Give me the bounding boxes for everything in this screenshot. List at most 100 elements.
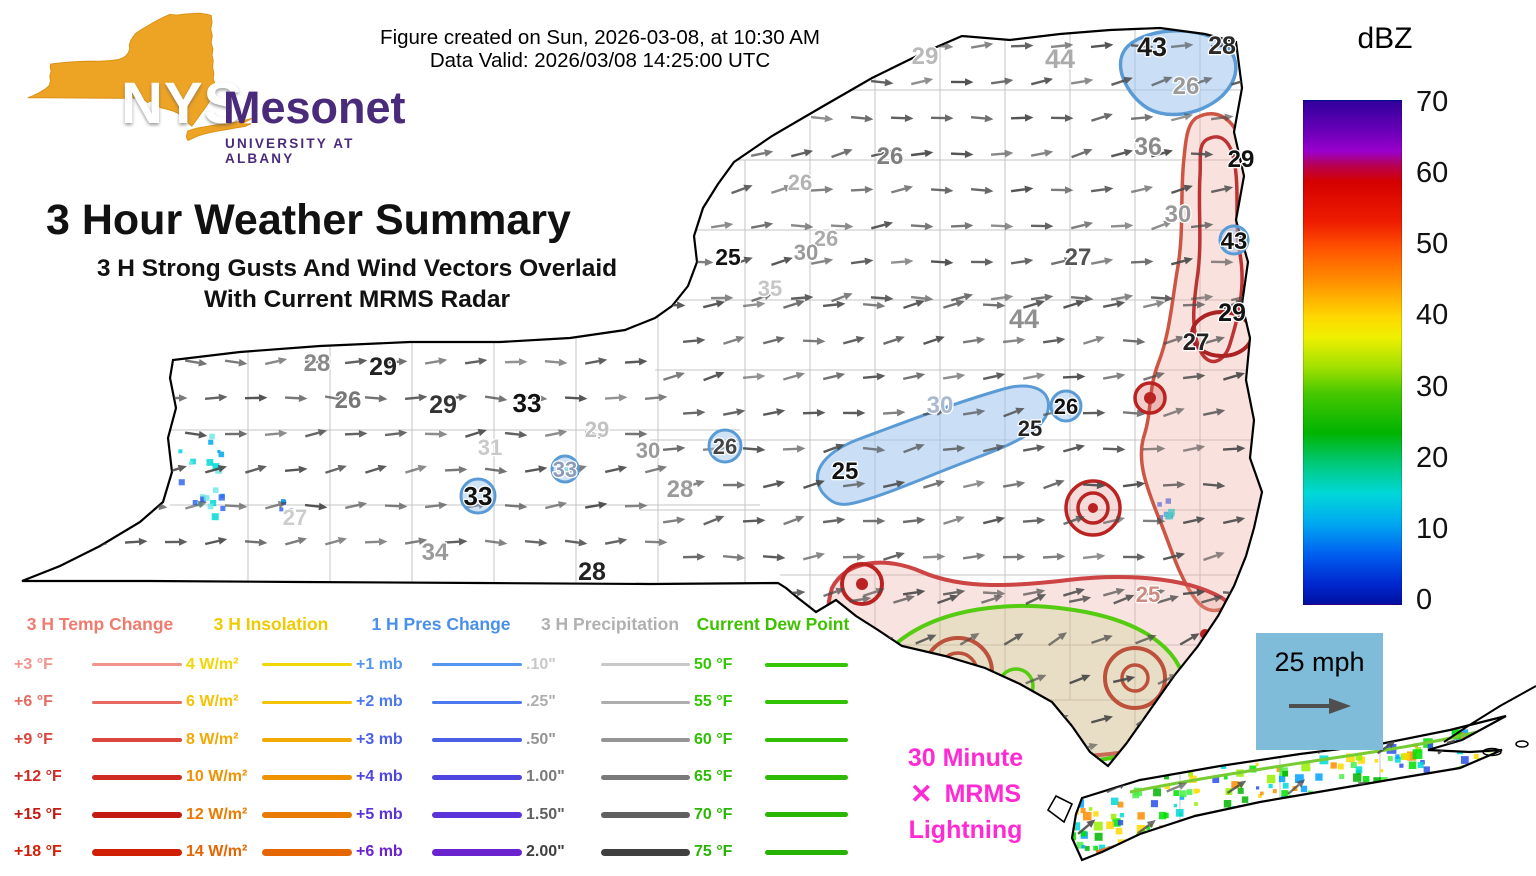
gust-value-label: 30 xyxy=(1165,201,1192,228)
legend-item: +3 °F xyxy=(14,646,186,684)
gust-value-label: 43 xyxy=(1221,228,1248,255)
colorbar-tick: 20 xyxy=(1416,441,1449,474)
legend-item: .50" xyxy=(526,721,694,759)
legend-contour-line-swatch xyxy=(432,812,522,818)
gust-value-label: 29 xyxy=(369,353,397,381)
gust-value-label: 33 xyxy=(513,388,542,418)
legend-item: 8 W/m² xyxy=(186,721,356,759)
gust-value-label: 29 xyxy=(429,391,457,419)
page-title: 3 Hour Weather Summary xyxy=(46,196,571,244)
legend-item-label: 14 W/m² xyxy=(186,843,248,861)
legend-item-label: +4 mb xyxy=(356,768,403,786)
legend-item: +9 °F xyxy=(14,721,186,759)
nys-mesonet-logo: NYS Mesonet UNIVERSITY AT ALBANY xyxy=(26,12,406,172)
gust-value-label: 44 xyxy=(1045,44,1075,74)
lightning-line-2: MRMS xyxy=(944,780,1021,808)
legend-item: .10" xyxy=(526,646,694,684)
legend-column: 1 H Pres Change +1 mb +2 mb +3 mb +4 mb +5 mb… xyxy=(356,614,526,871)
legend-contour-line-swatch xyxy=(262,812,352,818)
colorbar-tick: 50 xyxy=(1416,228,1449,261)
gust-value-label: 29 xyxy=(912,43,939,70)
gust-value-label: 30 xyxy=(794,240,818,265)
gust-value-label: 25 xyxy=(1136,582,1160,607)
colorbar-tick: 30 xyxy=(1416,370,1449,403)
legend-item: .25" xyxy=(526,684,694,722)
gust-value-label: 28 xyxy=(1208,32,1236,60)
legend-item-label: 60 °F xyxy=(694,730,733,748)
legend-item: 2.00" xyxy=(526,834,694,872)
legend-contour-line-swatch xyxy=(764,662,848,667)
gust-value-label: 26 xyxy=(713,434,737,459)
gust-value-label: 28 xyxy=(578,558,606,586)
gust-value-label: 29 xyxy=(1228,146,1255,173)
title-block: 3 Hour Weather Summary 3 H Strong Gusts … xyxy=(46,196,668,315)
gust-value-label: 29 xyxy=(1218,299,1246,327)
gust-value-label: 35 xyxy=(758,276,782,301)
legend-contour-line-swatch xyxy=(764,737,848,742)
gust-value-label: 26 xyxy=(1173,73,1200,100)
legend-item: +12 °F xyxy=(14,759,186,797)
legend-contour-line-swatch xyxy=(764,849,848,855)
gust-value-label: 30 xyxy=(636,438,660,463)
legend-item-label: +1 mb xyxy=(356,655,403,673)
gust-value-label: 28 xyxy=(304,350,331,377)
legend-contour-line-swatch xyxy=(262,849,352,856)
legend-item: 75 °F xyxy=(694,834,852,872)
gust-value-label: 36 xyxy=(1134,133,1162,161)
figure-annotation: Figure created on Sun, 2026-03-08, at 10… xyxy=(340,26,860,72)
legend-contour-line-swatch xyxy=(601,737,690,742)
legend-contour-line-swatch xyxy=(601,775,690,780)
legend-item-label: 1.00" xyxy=(526,768,565,786)
gust-value-label: 25 xyxy=(832,458,859,485)
legend-item-label: 55 °F xyxy=(694,693,733,711)
legend-item: +15 °F xyxy=(14,796,186,834)
legend-contour-line-swatch xyxy=(432,737,522,742)
legend-item: +18 °F xyxy=(14,834,186,872)
legend-item: 10 W/m² xyxy=(186,759,356,797)
colorbar-tick: 70 xyxy=(1416,86,1449,118)
legend-item-label: 6 W/m² xyxy=(186,693,239,711)
data-valid-line: Data Valid: 2026/03/08 14:25:00 UTC xyxy=(429,49,771,72)
gust-value-label: 25 xyxy=(1018,416,1042,441)
legend-item: 12 W/m² xyxy=(186,796,356,834)
wind-reference-box: 25 mph xyxy=(1256,633,1383,750)
colorbar-tick-labels: 70 60 50 40 30 20 10 0 xyxy=(1416,86,1486,617)
legend-item-label: .25" xyxy=(526,693,556,711)
logo-affiliation: UNIVERSITY AT ALBANY xyxy=(225,136,355,166)
legend-item-label: 2.00" xyxy=(526,843,565,861)
subtitle-line-2: With Current MRMS Radar xyxy=(203,286,511,313)
gust-value-label: 31 xyxy=(478,435,502,460)
contour-legend: 3 H Temp Change +3 °F +6 °F +9 °F +12 °F +15 … xyxy=(14,614,852,871)
legend-contour-line-swatch xyxy=(601,849,690,856)
lightning-line-3: Lightning xyxy=(908,816,1023,844)
legend-contour-line-swatch xyxy=(92,849,182,856)
legend-item-label: +12 °F xyxy=(14,768,62,786)
legend-item: +2 mb xyxy=(356,684,526,722)
legend-item-label: 75 °F xyxy=(694,843,733,861)
colorbar-title: dBZ xyxy=(1357,22,1413,55)
legend-contour-line-swatch xyxy=(92,700,182,704)
legend-column-title: 1 H Pres Change xyxy=(371,614,511,634)
lightning-x-icon: ✕ xyxy=(909,779,933,809)
legend-item-label: 10 W/m² xyxy=(186,768,248,786)
lightning-line-1: 30 Minute xyxy=(907,744,1024,772)
legend-column: 3 H Temp Change +3 °F +6 °F +9 °F +12 °F +15 … xyxy=(14,614,186,871)
legend-item-label: 4 W/m² xyxy=(186,655,239,673)
legend-item-label: 8 W/m² xyxy=(186,730,239,748)
legend-item: +6 °F xyxy=(14,684,186,722)
gust-value-label: 29 xyxy=(585,417,609,442)
legend-item: 4 W/m² xyxy=(186,646,356,684)
legend-item: 14 W/m² xyxy=(186,834,356,872)
legend-contour-line-swatch xyxy=(262,775,352,780)
gust-value-label: 26 xyxy=(335,387,362,414)
subtitle-line-1: 3 H Strong Gusts And Wind Vectors Overla… xyxy=(96,255,618,282)
legend-column-title: Current Dew Point xyxy=(696,614,850,634)
gust-value-label: 26 xyxy=(814,226,838,251)
legend-item-label: 1.50" xyxy=(526,805,565,823)
colorbar-tick: 60 xyxy=(1416,157,1449,190)
legend-item: 55 °F xyxy=(694,684,852,722)
legend-item: 6 W/m² xyxy=(186,684,356,722)
